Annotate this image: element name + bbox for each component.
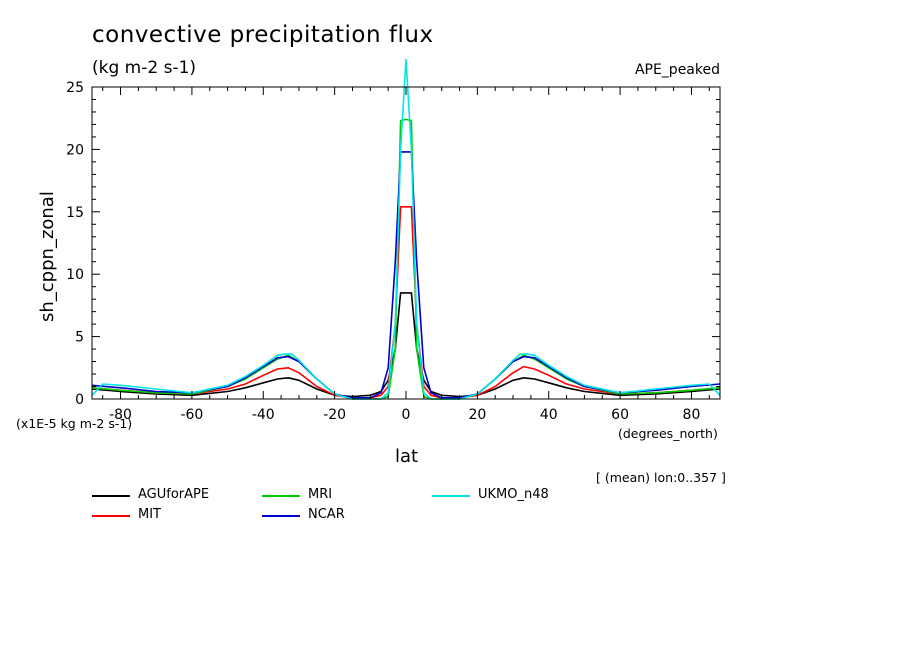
y-tick-label: 5 — [75, 330, 84, 346]
x-tick-label: 0 — [402, 407, 411, 423]
axes-layer: 0 5 10 15 20 25 -80 -60 -40 -20 0 20 40 60 80 — [66, 80, 721, 423]
y-tick-label: 10 — [66, 267, 84, 283]
y-tick-label: 15 — [66, 205, 84, 221]
x-tick-label: -80 — [109, 407, 132, 423]
x-tick-label: -40 — [252, 407, 275, 423]
x-axis-label: lat — [395, 446, 419, 467]
x-tick-label: 80 — [683, 407, 701, 423]
legend-swatch — [92, 495, 130, 497]
legend-swatch — [262, 515, 300, 517]
legend-swatch — [262, 495, 300, 497]
experiment-tag: APE_peaked — [634, 62, 720, 78]
x-tick-label: 60 — [611, 407, 629, 423]
legend-label: MIT — [138, 507, 161, 522]
legend-label: AGUforAPE — [138, 487, 210, 502]
mean-longitude-note: [ (mean) lon:0..357 ] — [596, 470, 726, 485]
x-axis-units: (degrees_north) — [618, 426, 718, 441]
series-line-ukmo-n48 — [91, 58, 721, 400]
series-layer — [91, 58, 721, 400]
y-tick-label: 20 — [66, 142, 84, 158]
legend-swatch — [92, 515, 130, 517]
series-line-mri — [91, 118, 721, 400]
scale-factor-note: (x1E-5 kg m-2 s-1) — [16, 416, 133, 431]
y-axis-label: sh_cppn_zonal — [37, 191, 58, 322]
x-tick-label: 40 — [540, 407, 558, 423]
series-line-mit — [91, 206, 721, 399]
series-line-aguforape — [91, 292, 721, 398]
legend-label: UKMO_n48 — [478, 487, 549, 502]
y-tick-label: 25 — [66, 80, 84, 96]
x-tick-label: -20 — [323, 407, 346, 423]
chart-units: (kg m-2 s-1) — [92, 58, 197, 78]
legend-label: NCAR — [308, 507, 345, 522]
y-tick-label: 0 — [75, 392, 84, 408]
legend-swatch — [432, 495, 470, 497]
plot-frame — [91, 86, 721, 400]
chart-title: convective precipitation flux — [92, 22, 434, 48]
x-tick-label: 20 — [468, 407, 486, 423]
legend-label: MRI — [308, 487, 333, 502]
series-line-ncar — [91, 151, 721, 399]
x-tick-label: -60 — [180, 407, 203, 423]
